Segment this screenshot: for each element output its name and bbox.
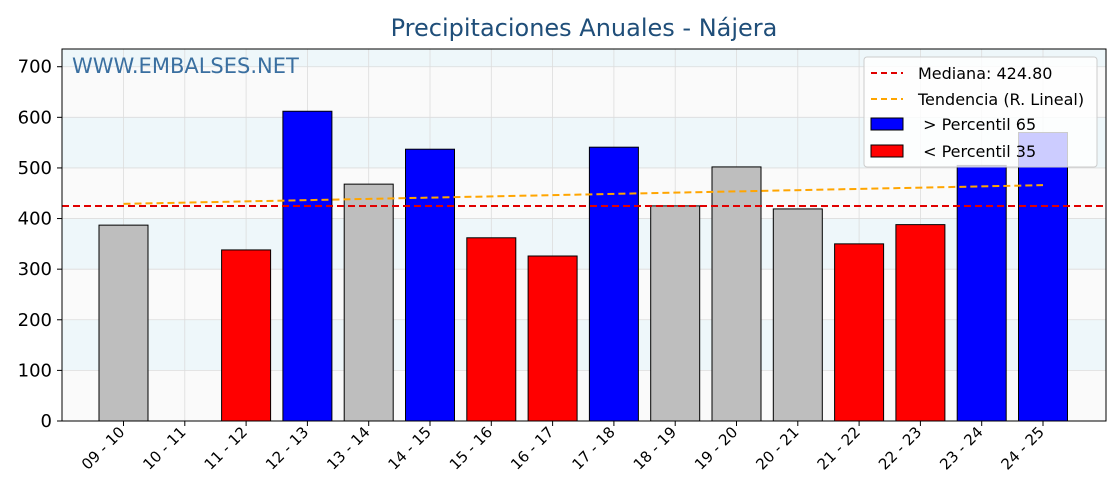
y-tick-label: 700 (18, 57, 52, 78)
legend-low-swatch (870, 144, 904, 158)
legend-high-swatch (870, 117, 904, 131)
x-tick-label: 14 - 15 (385, 423, 435, 473)
bar-13-14 (343, 183, 394, 422)
y-tick-label: 0 (41, 411, 52, 432)
bar-21-22 (834, 243, 885, 422)
y-tick-label: 600 (18, 107, 52, 128)
chart-title: Precipitaciones Anuales - Nájera (391, 14, 778, 42)
x-tick-label: 18 - 19 (630, 423, 680, 473)
bar-22-23 (895, 224, 946, 422)
x-tick-label: 23 - 24 (936, 423, 986, 473)
bar-12-13 (282, 110, 333, 422)
x-tick-label: 12 - 13 (262, 423, 312, 473)
watermark-text: WWW.EMBALSES.NET (72, 54, 299, 78)
legend-median-label: Mediana: 424.80 (918, 64, 1052, 83)
legend-low-label: < Percentil 35 (918, 142, 1036, 161)
x-tick-label: 20 - 21 (752, 423, 802, 473)
legend-box (863, 56, 1098, 168)
x-tick-label: 22 - 23 (875, 423, 925, 473)
x-tick-label: 09 - 10 (78, 423, 128, 473)
bar-14-15 (405, 148, 455, 422)
bar-18-19 (650, 205, 701, 422)
bar-16-17 (527, 255, 578, 422)
x-tick-label: 11 - 12 (201, 423, 251, 473)
x-tick-label: 17 - 18 (568, 423, 618, 473)
bar-17-18 (588, 146, 639, 422)
grid-band (62, 49, 1106, 67)
y-tick-label: 400 (18, 209, 52, 230)
grid-band (62, 218, 1106, 270)
legend-high-label: > Percentil 65 (918, 115, 1036, 134)
legend: Mediana: 424.80 Tendencia (R. Lineal) > … (863, 56, 1098, 168)
legend-trend-label: Tendencia (R. Lineal) (917, 90, 1084, 109)
y-tick-label: 200 (18, 310, 52, 331)
axes-frame (61, 48, 1107, 422)
reference-lines (62, 184, 1106, 207)
grid-band (62, 319, 1106, 371)
bar-09-10 (98, 224, 149, 422)
bar-23-24 (956, 164, 1007, 422)
x-tick-label: 21 - 22 (814, 423, 864, 473)
x-tick-label: 13 - 14 (323, 423, 373, 473)
x-tick-label: 19 - 20 (691, 423, 741, 473)
x-tick-label: 24 - 25 (998, 423, 1048, 473)
bar-20-21 (772, 208, 823, 422)
bar-11-12 (221, 249, 272, 422)
x-tick-label: 15 - 16 (446, 423, 496, 473)
bar-19-20 (711, 166, 762, 422)
x-tick-label: 10 - 11 (139, 423, 189, 473)
y-tick-label: 100 (18, 360, 52, 381)
y-tick-label: 300 (18, 259, 52, 280)
x-tick-label: 16 - 17 (507, 423, 557, 473)
bar-24-25 (1018, 132, 1068, 422)
y-tick-label: 500 (18, 158, 52, 179)
bar-15-16 (466, 237, 517, 422)
